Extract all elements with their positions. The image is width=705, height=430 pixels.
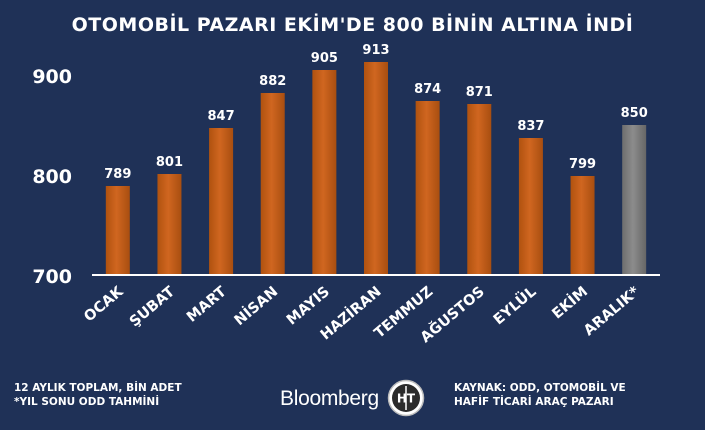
footer-note-line1: 12 AYLIK TOPLAM, BİN ADET [14,382,182,394]
data-label: 847 [208,109,235,124]
bar [105,186,130,275]
data-label: 801 [156,155,183,170]
data-label: 882 [259,74,286,89]
bar-estimate [622,125,647,275]
bar [312,70,337,275]
x-tick-label: EKİM [549,283,591,322]
data-label: 913 [362,43,389,58]
ht-logo-icon: HT [387,379,425,417]
x-tick-label: MART [184,284,230,326]
data-label: 799 [569,157,596,172]
bar [415,101,440,275]
x-tick-label: EYLÜL [489,282,539,328]
bar [518,138,543,275]
y-tick-label: 800 [32,166,72,188]
footer-source: KAYNAK: ODD, OTOMOBİL VE HAFİF TİCARİ AR… [454,381,626,409]
chart-title: OTOMOBİL PAZARI EKİM'DE 800 BİNİN ALTINA… [71,14,634,36]
y-tick-label: 700 [32,266,72,288]
bar [157,174,182,275]
logo-letters: HT [397,392,416,406]
bar [260,93,285,275]
bar [364,62,388,275]
data-label: 837 [517,119,544,134]
bar-chart: 700 800 900 789 OCAK 801 ŞUBAT 847 MART 882 NİSAN 9… [32,43,660,346]
x-tick-label: ARALIK* [581,284,643,340]
data-label: 874 [414,82,441,97]
data-label: 789 [104,167,131,182]
footer-source-line2: HAFİF TİCARİ ARAÇ PAZARI [454,396,614,408]
data-label: 850 [621,106,648,121]
data-label: 905 [311,51,338,66]
x-tick-label: OCAK [81,283,127,325]
y-tick-label: 900 [32,66,72,88]
x-tick-label: ŞUBAT [127,284,178,331]
footer-source-line1: KAYNAK: ODD, OTOMOBİL VE [454,382,626,394]
bar [570,176,595,275]
bar [209,128,234,275]
footer-note-line2: *YIL SONU ODD TAHMİNİ [14,396,160,408]
x-tick-label: MAYIS [284,284,333,329]
footer-note: 12 AYLIK TOPLAM, BİN ADET *YIL SONU ODD … [14,381,182,409]
bar [467,104,492,275]
x-tick-label: NİSAN [231,283,281,329]
bloomberg-logo: Bloomberg [280,387,379,410]
data-label: 871 [466,85,493,100]
